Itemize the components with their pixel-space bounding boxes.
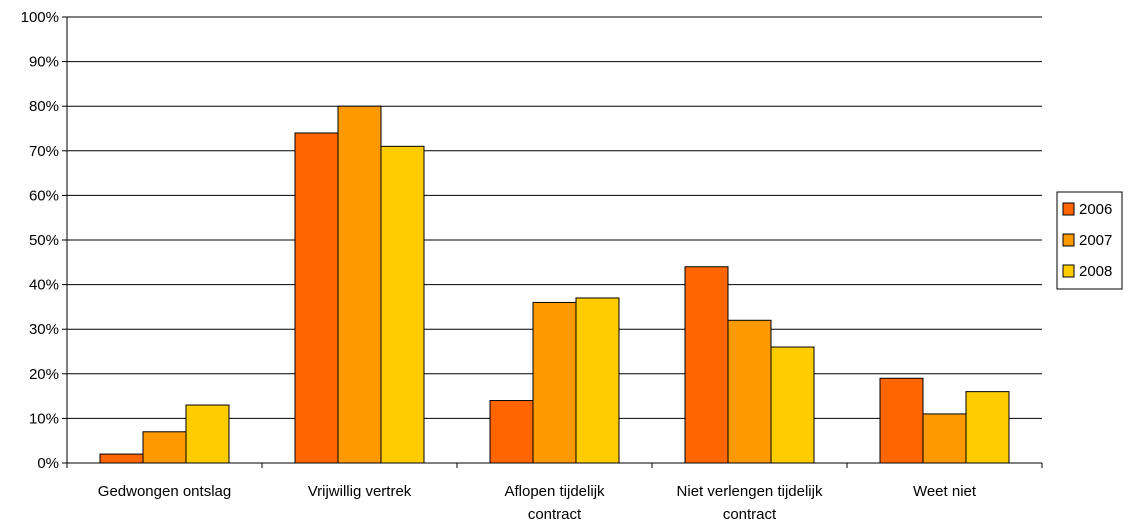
bar-2007-4 — [922, 413, 967, 464]
bar-2008-1 — [380, 145, 425, 464]
y-tick-label: 70% — [29, 143, 59, 160]
legend: 2006 2007 2008 — [1056, 191, 1123, 290]
x-category-label: Gedwongen ontslag — [98, 483, 231, 500]
bar-2007-1 — [337, 105, 382, 464]
bar-2006-2 — [489, 400, 534, 464]
y-tick-label: 20% — [29, 366, 59, 383]
x-category-label: Vrijwillig vertrek — [308, 483, 412, 500]
y-tick-label: 60% — [29, 187, 59, 204]
legend-label: 2008 — [1079, 263, 1112, 280]
y-axis-tick-labels: 0% 10% 20% 30% 40% 50% 60% 70% 80% 90% 100% — [21, 9, 59, 472]
bar-2008-3 — [770, 346, 815, 464]
bar-2006-3 — [684, 266, 729, 464]
bars — [99, 105, 1010, 464]
bar-2007-0 — [142, 431, 187, 464]
y-tick-label: 10% — [29, 410, 59, 427]
legend-label: 2006 — [1079, 201, 1112, 218]
y-tick-label: 30% — [29, 321, 59, 338]
bar-2007-2 — [532, 301, 577, 464]
bar-2008-2 — [575, 297, 620, 464]
bar-2008-4 — [965, 391, 1010, 464]
y-tick-label: 50% — [29, 232, 59, 249]
legend-swatch — [1062, 264, 1075, 278]
x-category-label: Aflopen tijdelijk contract — [504, 483, 605, 523]
bar-2006-1 — [294, 132, 339, 464]
legend-label: 2007 — [1079, 232, 1112, 249]
bar-2008-0 — [185, 404, 230, 464]
y-tick-label: 40% — [29, 277, 59, 294]
x-category-label: Niet verlengen tijdelijk contract — [677, 483, 823, 523]
bar-2007-3 — [727, 319, 772, 464]
y-tick-label: 100% — [21, 9, 59, 26]
bar-2006-0 — [99, 453, 144, 464]
legend-swatch — [1062, 202, 1075, 216]
axes — [62, 16, 1043, 468]
bar-2006-4 — [879, 377, 924, 464]
y-tick-label: 80% — [29, 98, 59, 115]
y-tick-label: 90% — [29, 54, 59, 71]
y-tick-label: 0% — [37, 455, 59, 472]
legend-swatch — [1062, 233, 1075, 247]
x-category-label: Weet niet — [913, 483, 977, 500]
x-axis-category-labels: Gedwongen ontslag Vrijwillig vertrek Aflop… — [98, 483, 977, 523]
